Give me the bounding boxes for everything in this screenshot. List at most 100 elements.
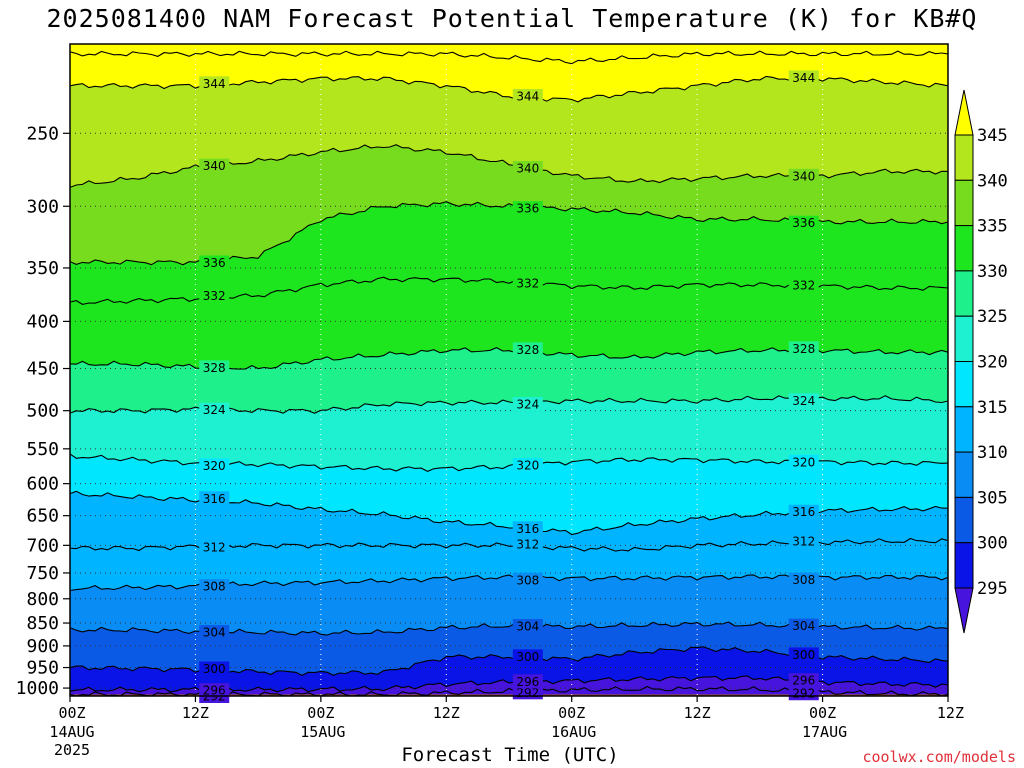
y-tick-label: 850 bbox=[26, 613, 59, 634]
isentrope-label-bg bbox=[788, 393, 819, 408]
colorbar-label: 345 bbox=[977, 126, 1008, 146]
plot-border bbox=[69, 43, 949, 697]
y-tick-label: 450 bbox=[26, 359, 59, 380]
isentrope-label-bg bbox=[512, 397, 543, 412]
isentrope-label-340: 340 bbox=[516, 161, 539, 175]
isentrope-label-304: 304 bbox=[792, 619, 815, 633]
chart-title: 2025081400 NAM Forecast Potential Temper… bbox=[46, 4, 978, 33]
isentrope-label-320: 320 bbox=[516, 459, 539, 473]
colorbar-band-335 bbox=[954, 179, 974, 227]
isentrope-label-bg bbox=[788, 647, 819, 662]
colorbar-label: 305 bbox=[977, 488, 1008, 508]
isentrope-label-316: 316 bbox=[792, 505, 815, 519]
isentrope-label-328: 328 bbox=[792, 342, 815, 356]
x-tick-label: 00Z bbox=[558, 704, 585, 722]
isentrope-label-bg bbox=[512, 342, 543, 357]
colorbar-label: 335 bbox=[977, 217, 1008, 237]
y-tick-label: 600 bbox=[26, 474, 59, 495]
isentrope-label-bg bbox=[512, 649, 543, 664]
isentrope-label-bg bbox=[512, 521, 543, 536]
y-tick-label: 300 bbox=[26, 196, 59, 217]
isentrope-label-304: 304 bbox=[203, 626, 226, 640]
x-tick-label: 00Z bbox=[809, 704, 836, 722]
isentrope-label-340: 340 bbox=[203, 159, 226, 173]
ground-terrain bbox=[70, 694, 948, 696]
isentrope-label-296: 296 bbox=[203, 684, 226, 698]
isentrope-label-324: 324 bbox=[792, 394, 815, 408]
isentrope-label-316: 316 bbox=[203, 492, 226, 506]
isentrope-label-bg bbox=[788, 673, 819, 688]
colorbar-band-310 bbox=[954, 406, 974, 453]
isentrope-label-304: 304 bbox=[516, 619, 539, 633]
isentrope-label-296: 296 bbox=[516, 675, 539, 689]
isentrope-label-bg bbox=[512, 88, 543, 103]
isentrope-label-layer: 2922922922962962963003003003043043043083… bbox=[199, 70, 819, 704]
isentrope-label-344: 344 bbox=[516, 89, 539, 103]
isentrope-label-bg bbox=[199, 539, 230, 554]
isentrope-label-300: 300 bbox=[516, 650, 539, 664]
y-tick-label: 900 bbox=[26, 636, 59, 657]
y-tick-label: 550 bbox=[26, 439, 59, 460]
isentrope-label-bg bbox=[788, 618, 819, 633]
colorbar-band-300 bbox=[954, 496, 974, 544]
isentrope-label-bg bbox=[512, 537, 543, 552]
source-credit[interactable]: coolwx.com/models bbox=[862, 748, 1016, 766]
x-axis-label: Forecast Time (UTC) bbox=[401, 744, 619, 766]
isentrope-label-344: 344 bbox=[203, 77, 226, 91]
colorbar-band-295 bbox=[954, 542, 974, 589]
colorbar-band-315 bbox=[954, 361, 974, 408]
isentrope-label-bg bbox=[199, 683, 230, 698]
isentrope-label-bg bbox=[512, 201, 543, 216]
theta-band-288-292 bbox=[70, 686, 948, 696]
isentrope-label-308: 308 bbox=[792, 573, 815, 587]
isentrope-label-bg bbox=[199, 402, 230, 417]
colorbar-label: 310 bbox=[977, 443, 1008, 463]
isentrope-label-308: 308 bbox=[203, 580, 226, 594]
isentrope-label-336: 336 bbox=[516, 202, 539, 216]
y-tick-label: 700 bbox=[26, 535, 59, 556]
isentrope-label-336: 336 bbox=[792, 216, 815, 230]
isentrope-label-bg bbox=[199, 360, 230, 375]
x-tick-date: 16AUG bbox=[551, 723, 596, 741]
colorbar-band-325 bbox=[954, 270, 974, 317]
isentrope-label-bg bbox=[788, 341, 819, 356]
isentrope-label-312: 312 bbox=[516, 538, 539, 552]
y-tick-label: 750 bbox=[26, 563, 59, 584]
isentrope-label-344: 344 bbox=[792, 71, 815, 85]
isentrope-label-312: 312 bbox=[203, 540, 226, 554]
ground-layer bbox=[70, 694, 948, 696]
colorbar-label: 315 bbox=[977, 398, 1008, 418]
isentrope-label-bg bbox=[199, 579, 230, 594]
isentrope-label-320: 320 bbox=[792, 455, 815, 469]
isentrope-label-320: 320 bbox=[203, 459, 226, 473]
y-axis: 2503003504004505005506006507007508008509… bbox=[16, 123, 70, 699]
isentrope-label-296: 296 bbox=[792, 674, 815, 688]
isentrope-label-bg bbox=[788, 215, 819, 230]
isentrope-label-bg bbox=[199, 255, 230, 270]
x-tick-label: 00Z bbox=[58, 704, 85, 722]
colorbar: 345 340 335 330 325 320 315 310 305 300 295 bbox=[954, 89, 1008, 634]
colorbar-band-320 bbox=[954, 315, 974, 363]
y-tick-label: 500 bbox=[26, 401, 59, 422]
colorbar-label: 325 bbox=[977, 307, 1008, 327]
colorbar-top-arrow bbox=[954, 89, 974, 136]
x-tick-label: 12Z bbox=[937, 704, 964, 722]
colorbar-band-330 bbox=[954, 225, 974, 272]
isentrope-label-bg bbox=[199, 491, 230, 506]
isentrope-label-bg bbox=[788, 70, 819, 85]
isentrope-label-bg bbox=[512, 160, 543, 175]
isentrope-label-bg bbox=[512, 276, 543, 291]
isentrope-label-292: 292 bbox=[792, 687, 815, 701]
colorbar-bottom-arrow bbox=[954, 587, 974, 634]
isentrope-label-328: 328 bbox=[203, 361, 226, 375]
isentrope-label-316: 316 bbox=[516, 522, 539, 536]
x-tick-label: 12Z bbox=[182, 704, 209, 722]
isentrope-label-bg bbox=[788, 454, 819, 469]
x-tick-label: 00Z bbox=[307, 704, 334, 722]
isentrope-label-bg bbox=[788, 504, 819, 519]
y-tick-label: 950 bbox=[26, 658, 59, 679]
isentrope-label-336: 336 bbox=[203, 256, 226, 270]
y-tick-label: 800 bbox=[26, 589, 59, 610]
